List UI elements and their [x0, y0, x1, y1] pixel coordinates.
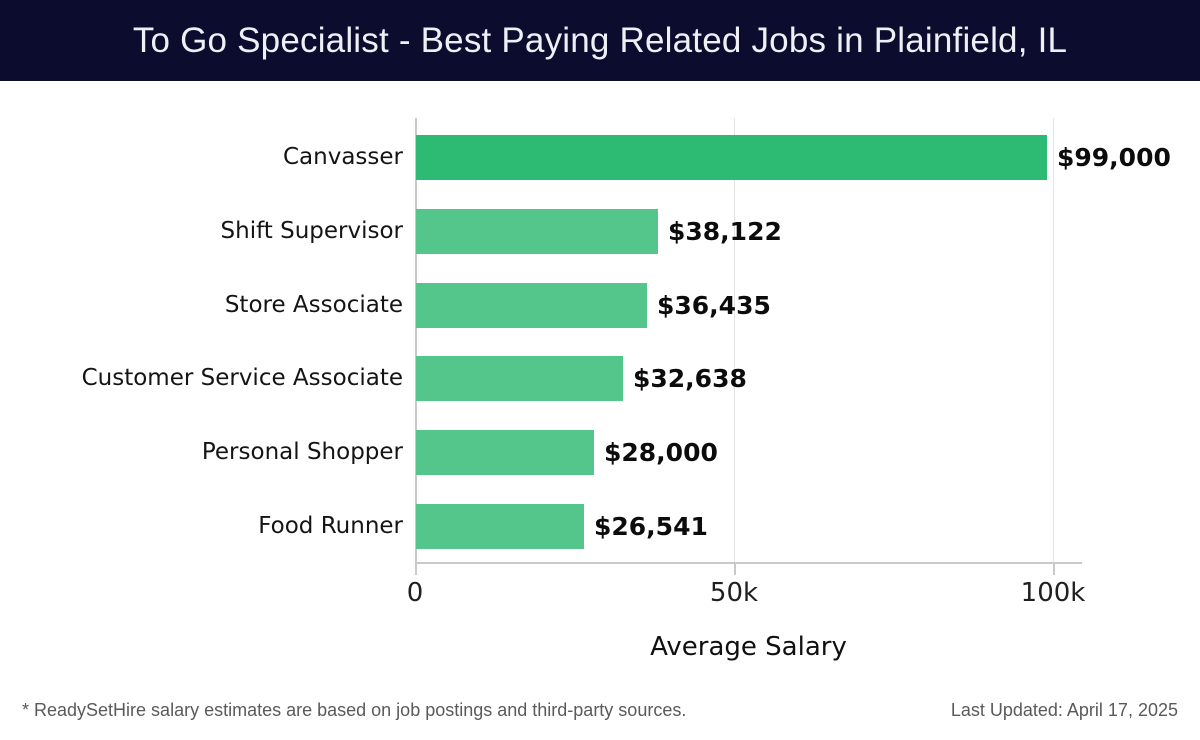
x-tick-label-0: 0	[406, 578, 424, 608]
x-tick-label-100k: 100k	[1020, 578, 1086, 608]
value-label: $26,541	[594, 512, 708, 541]
gridline-50k	[734, 118, 735, 562]
x-tick-label-50k: 50k	[709, 578, 759, 608]
category-label: Store Associate	[224, 292, 403, 318]
x-axis-title: Average Salary	[650, 632, 847, 662]
x-tickmark-100k	[1053, 562, 1055, 575]
category-label: Canvasser	[282, 144, 403, 170]
category-label: Shift Supervisor	[220, 218, 403, 244]
category-label: Customer Service Associate	[81, 365, 403, 391]
bar-chart: Canvasser $99,000 Shift Supervisor $38,122 S…	[0, 81, 1200, 681]
gridline-100k	[1053, 118, 1054, 562]
bar-store-associate	[416, 283, 647, 328]
bar-customer-service-associate	[416, 356, 623, 401]
value-label: $36,435	[657, 291, 771, 320]
footer: * ReadySetHire salary estimates are base…	[0, 700, 1200, 721]
value-label: $28,000	[604, 438, 718, 467]
value-label: $99,000	[1057, 143, 1171, 172]
bar-shift-supervisor	[416, 209, 658, 254]
category-label: Food Runner	[258, 513, 403, 539]
footnote: * ReadySetHire salary estimates are base…	[22, 700, 687, 720]
chart-title: To Go Specialist - Best Paying Related J…	[132, 20, 1068, 60]
bar-food-runner	[416, 504, 584, 549]
x-tickmark-50k	[734, 562, 736, 575]
last-updated: Last Updated: April 17, 2025	[950, 700, 1178, 720]
x-axis-line	[415, 562, 1082, 564]
x-tickmark-0	[415, 562, 417, 575]
category-label: Personal Shopper	[201, 439, 403, 465]
value-label: $32,638	[633, 364, 747, 393]
bar-canvasser	[416, 135, 1047, 180]
bar-personal-shopper	[416, 430, 594, 475]
y-axis-line	[415, 118, 417, 562]
value-label: $38,122	[668, 217, 782, 246]
header: To Go Specialist - Best Paying Related J…	[0, 0, 1200, 81]
